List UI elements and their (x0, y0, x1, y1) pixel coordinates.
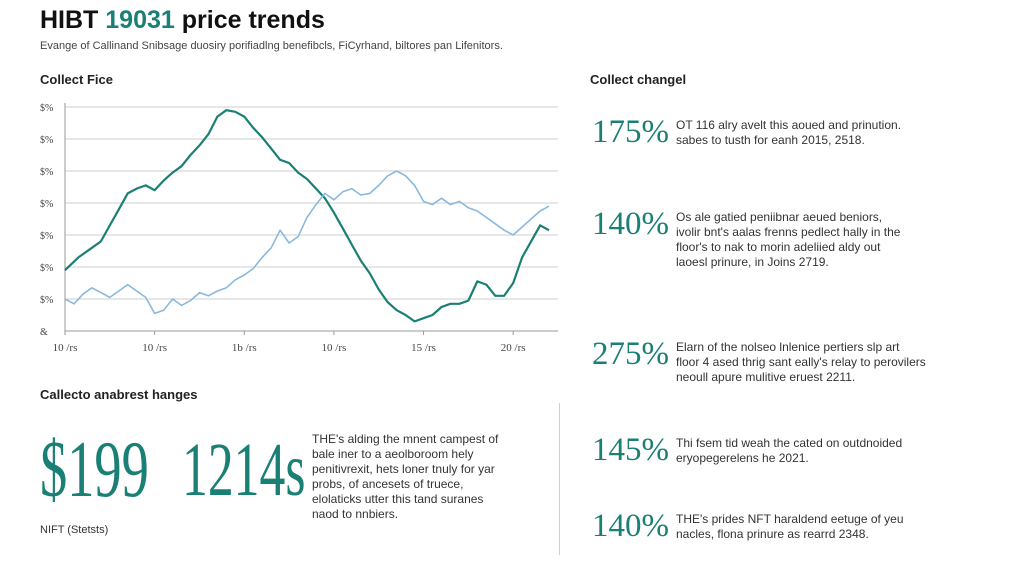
change-percent: 140% (592, 508, 669, 544)
change-description: Os ale gatied peniibnar aeued beniors, i… (676, 210, 901, 269)
change-percent: 275% (592, 336, 669, 372)
x-tick-label: 1b /rs (232, 342, 257, 354)
big-stat-value-1: $199 (40, 426, 149, 514)
x-tick-label: 20 /rs (501, 342, 526, 354)
title-main: HIBT (40, 6, 99, 34)
big-stat-label-1: NIFT (Stetsts) (40, 524, 109, 536)
change-description: Thi fsem tid weah the cated on outdnoide… (676, 436, 903, 465)
change-description: Elarn of the nolseo lnlenice pertiers sl… (676, 340, 926, 384)
y-tick-label: $% (40, 103, 53, 114)
y-tick-label: $% (40, 167, 53, 178)
series-line-1 (64, 109, 550, 323)
change-item: 140% THE's prides NFT haraldend eetuge o… (592, 508, 976, 544)
change-description: THE's prides NFT haraldend eetuge of yeu… (676, 512, 904, 541)
x-tick-label: 15 /rs (411, 342, 436, 354)
y-tick-label: & (40, 327, 48, 338)
change-percent: 175% (592, 114, 669, 150)
y-tick-label: $% (40, 295, 53, 306)
change-description: OT 116 alry avelt this aoued and prinuti… (676, 118, 902, 147)
big-stat-value-2: 1214s (182, 428, 306, 512)
chart-section-label: Collect Fice (40, 72, 113, 87)
page-subtitle: Evange of Callinand Snibsage duosiry por… (40, 40, 503, 52)
y-tick-label: $% (40, 231, 53, 242)
x-tick-label: 10 /rs (322, 342, 347, 354)
change-percent: 140% (592, 206, 669, 242)
y-tick-label: $% (40, 263, 53, 274)
y-tick-label: $% (40, 135, 53, 146)
bottom-section-label: Callecto anabrest hanges (40, 387, 198, 402)
title-rest: price trends (181, 6, 325, 34)
change-item: 140% Os ale gatied peniibnar aeued benio… (592, 206, 976, 270)
change-item: 145% Thi fsem tid weah the cated on outd… (592, 432, 976, 468)
title-accent: 19031 (105, 6, 175, 34)
vertical-divider (559, 403, 560, 555)
price-line-chart: $%$%$%$%$%$%$%&10 /rs 10 /rs 1b /rs 10 /rs 1… (40, 103, 558, 354)
change-item: 275% Elarn of the nolseo lnlenice pertie… (592, 336, 976, 385)
x-tick-label: 10 /rs (142, 342, 167, 354)
change-item: 175% OT 116 alry avelt this aoued and pr… (592, 114, 976, 150)
bottom-paragraph: THE's alding the mnent campest of bale i… (312, 432, 499, 521)
x-tick-label: 10 /rs (53, 342, 78, 354)
y-tick-label: $% (40, 199, 53, 210)
page-title: HIBT 19031 price trends (40, 6, 325, 35)
change-percent: 145% (592, 432, 669, 468)
changes-section-label: Collect changel (590, 72, 687, 87)
series-line-2 (64, 170, 550, 315)
